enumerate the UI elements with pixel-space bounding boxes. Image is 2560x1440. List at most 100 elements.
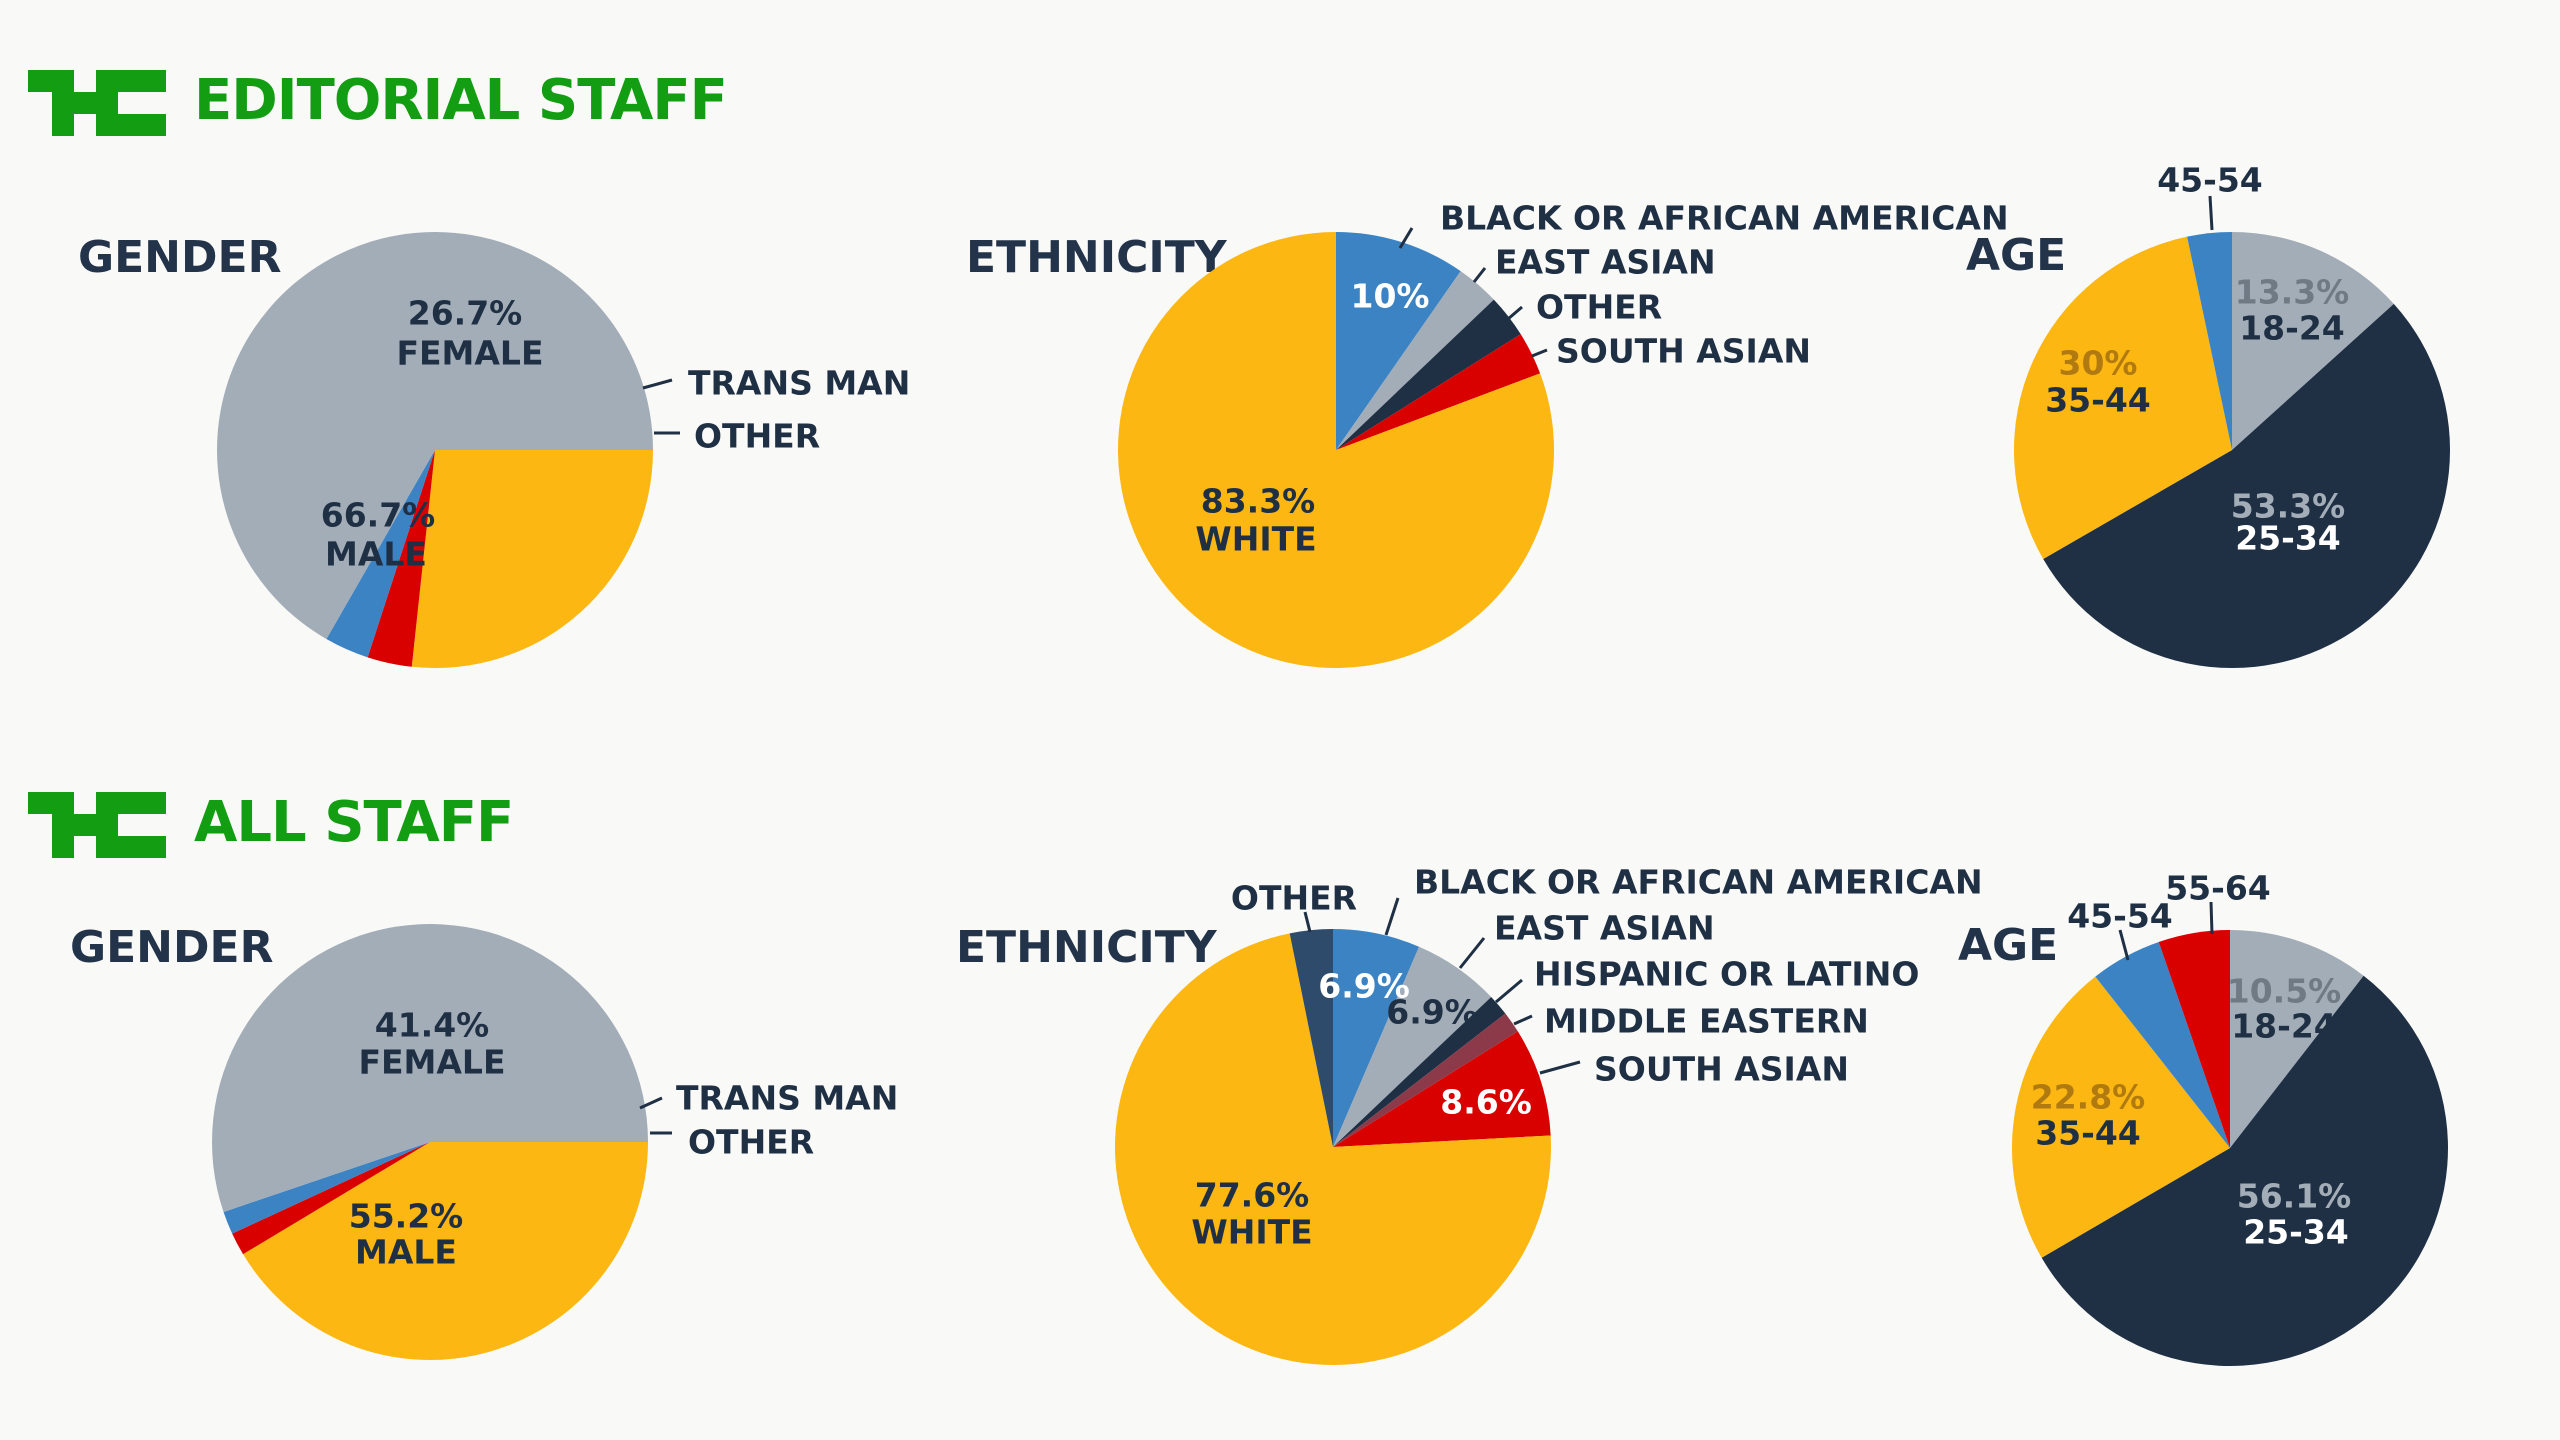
leader-line <box>642 378 673 390</box>
value-label-female: 41.4% <box>375 1006 490 1045</box>
slice-18-24 <box>2230 930 2364 1148</box>
value-label-25-34: 53.3% <box>2231 487 2346 526</box>
slice-east-asian <box>1333 946 1492 1147</box>
category-label-25-34: 25-34 <box>2235 519 2341 558</box>
slice-white <box>1114 933 1551 1366</box>
category-label-black-or-african-american: BLACK OR AFRICAN AMERICAN <box>1440 199 2009 238</box>
category-label-other: OTHER <box>688 1123 814 1162</box>
pie-all-staff-ethnicity: BLACK OR AFRICAN AMERICAN 6.9% EAST ASIAN 6… <box>1114 863 1983 1366</box>
slice-other <box>223 1142 430 1234</box>
slice-25-34 <box>2041 975 2448 1367</box>
chart-title-all-age: AGE <box>1958 920 2059 971</box>
slice-45-54 <box>2095 941 2230 1148</box>
leader-line <box>1507 305 1523 321</box>
slice-35-44 <box>2014 236 2232 559</box>
slice-male <box>217 231 653 640</box>
techcrunch-logo-icon <box>28 70 166 136</box>
slice-trans-man <box>232 1142 430 1255</box>
category-label-male: MALE <box>325 535 427 574</box>
slice-south-asian <box>1336 334 1541 450</box>
value-label-male: 66.7% <box>321 496 436 535</box>
value-label-black-or-african-american: 10% <box>1351 277 1430 316</box>
slice-18-24 <box>2232 232 2394 450</box>
value-label-25-34: 56.1% <box>2237 1177 2352 1216</box>
chart-title-editorial-gender: GENDER <box>78 232 282 283</box>
leader-line <box>2208 195 2214 231</box>
chart-title-all-ethnicity: ETHNICITY <box>956 922 1217 973</box>
leader-line <box>1303 911 1312 933</box>
category-label-45-54: 45-54 <box>2067 897 2173 936</box>
category-label-female: FEMALE <box>396 334 543 373</box>
slice-middle-eastern <box>1333 1013 1518 1147</box>
leader-line <box>2118 929 2130 961</box>
slice-other <box>1336 299 1521 450</box>
value-label-east-asian: 6.9% <box>1386 993 1478 1032</box>
slice-white <box>1118 232 1555 668</box>
category-label-hispanic-or-latino: HISPANIC OR LATINO <box>1534 955 1919 994</box>
value-label-18-24: 13.3% <box>2235 273 2350 312</box>
value-label-35-44: 22.8% <box>2031 1078 2146 1117</box>
slice-female <box>243 1142 648 1361</box>
value-label-south-asian: 8.6% <box>1440 1083 1532 1122</box>
leader-line <box>1513 1014 1533 1026</box>
slice-east-asian <box>1336 271 1494 450</box>
leader-line <box>1384 897 1400 936</box>
value-label-35-44: 30% <box>2059 344 2138 383</box>
category-label-trans-man: TRANS MAN <box>676 1079 898 1118</box>
section-title-all-staff: ALL STAFF <box>194 790 514 855</box>
chart-title-editorial-ethnicity: ETHNICITY <box>966 232 1227 283</box>
category-label-18-24: 18-24 <box>2231 1007 2337 1046</box>
chart-title-editorial-age: AGE <box>1966 230 2067 281</box>
category-label-east-asian: EAST ASIAN <box>1494 909 1715 948</box>
slice-55-64 <box>2158 930 2230 1148</box>
category-label-male: MALE <box>355 1233 457 1272</box>
leader-line <box>1472 267 1487 283</box>
category-label-other: OTHER <box>1231 879 1357 918</box>
category-label-white: WHITE <box>1195 520 1316 559</box>
leader-line <box>1458 937 1486 969</box>
leader-line <box>1531 348 1548 358</box>
value-label-18-24: 10.5% <box>2227 972 2342 1011</box>
value-label-male: 55.2% <box>349 1197 464 1236</box>
value-label-female: 26.7% <box>408 294 523 333</box>
category-label-south-asian: SOUTH ASIAN <box>1594 1050 1849 1089</box>
slice-male <box>211 924 648 1212</box>
leader-line <box>2209 901 2214 935</box>
category-label-white: WHITE <box>1191 1213 1312 1252</box>
slice-45-54 <box>2187 232 2232 450</box>
leader-line <box>1398 227 1414 249</box>
slice-35-44 <box>2011 976 2230 1258</box>
category-label-other: OTHER <box>1536 288 1662 327</box>
category-label-black-or-african-american: BLACK OR AFRICAN AMERICAN <box>1414 863 1983 902</box>
leader-line <box>639 1096 663 1110</box>
leader-line <box>1495 978 1523 1004</box>
slice-25-34 <box>2043 303 2451 669</box>
category-label-other: OTHER <box>694 417 820 456</box>
slice-other <box>1289 929 1333 1147</box>
category-label-35-44: 35-44 <box>2035 1114 2141 1153</box>
category-label-35-44: 35-44 <box>2045 381 2151 420</box>
category-label-female: FEMALE <box>358 1043 505 1082</box>
chart-title-all-gender: GENDER <box>70 922 274 973</box>
slice-black-or-african-american <box>1336 231 1461 450</box>
category-label-18-24: 18-24 <box>2239 309 2345 348</box>
techcrunch-logo-icon <box>28 792 166 858</box>
category-label-55-64: 55-64 <box>2165 869 2271 908</box>
category-label-south-asian: SOUTH ASIAN <box>1556 332 1811 371</box>
section-title-editorial: EDITORIAL STAFF <box>194 68 728 133</box>
value-label-white: 77.6% <box>1195 1176 1310 1215</box>
category-label-45-54: 45-54 <box>2157 161 2263 200</box>
category-label-trans-man: TRANS MAN <box>688 364 910 403</box>
slice-trans-man <box>367 450 435 667</box>
slice-south-asian <box>1333 1031 1551 1147</box>
category-label-25-34: 25-34 <box>2243 1213 2349 1252</box>
leader-line <box>1539 1060 1581 1075</box>
slice-female <box>411 450 653 669</box>
slice-other <box>326 450 435 658</box>
category-label-east-asian: EAST ASIAN <box>1495 243 1716 282</box>
category-label-middle-eastern: MIDDLE EASTERN <box>1544 1002 1869 1041</box>
